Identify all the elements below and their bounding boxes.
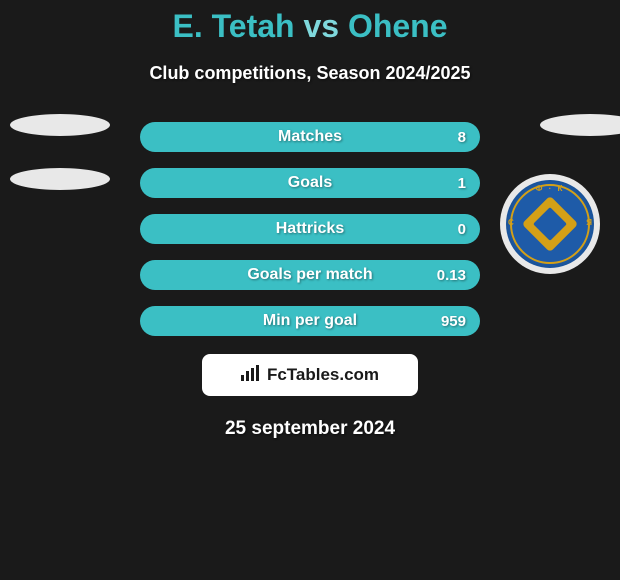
stat-row-matches: Matches 8 (140, 122, 480, 152)
stat-label: Min per goal (263, 312, 357, 330)
content-area: Ф · К С Я Matches 8 Goals 1 Hattricks 0 … (0, 122, 620, 440)
stat-label: Goals per match (247, 266, 372, 284)
avatar-placeholder-icon (10, 168, 110, 190)
stat-value: 0 (458, 221, 466, 238)
stat-row-hattricks: Hattricks 0 (140, 214, 480, 244)
site-attribution[interactable]: FcTables.com (202, 354, 418, 396)
site-name: FcTables.com (267, 365, 379, 385)
stat-value: 8 (458, 129, 466, 146)
stat-row-goals-per-match: Goals per match 0.13 (140, 260, 480, 290)
stat-label: Hattricks (276, 220, 344, 238)
subtitle: Club competitions, Season 2024/2025 (0, 63, 620, 84)
player2-name: Ohene (348, 8, 448, 44)
right-avatar-placeholders (540, 114, 620, 156)
avatar-placeholder-icon (540, 114, 620, 136)
vs-separator: vs (303, 8, 339, 44)
comparison-card: E. Tetah vs Ohene Club competitions, Sea… (0, 0, 620, 440)
stat-label: Matches (278, 128, 342, 146)
stat-value: 0.13 (437, 267, 466, 284)
badge-center-icon (522, 196, 579, 253)
badge-text-top: Ф · К (536, 184, 565, 193)
left-avatar-placeholders (10, 114, 110, 222)
stat-row-min-per-goal: Min per goal 959 (140, 306, 480, 336)
stat-value: 959 (441, 313, 466, 330)
stat-value: 1 (458, 175, 466, 192)
bar-chart-icon (241, 365, 261, 386)
club-badge-inner: Ф · К С Я (506, 180, 594, 268)
player1-name: E. Tetah (172, 8, 294, 44)
club-badge: Ф · К С Я (500, 174, 600, 274)
date-text: 25 september 2024 (0, 418, 620, 440)
badge-text-left: С (508, 218, 514, 227)
page-title: E. Tetah vs Ohene (0, 8, 620, 45)
stats-list: Matches 8 Goals 1 Hattricks 0 Goals per … (140, 122, 480, 336)
stat-label: Goals (288, 174, 332, 192)
badge-text-right: Я (586, 218, 592, 227)
avatar-placeholder-icon (10, 114, 110, 136)
stat-row-goals: Goals 1 (140, 168, 480, 198)
